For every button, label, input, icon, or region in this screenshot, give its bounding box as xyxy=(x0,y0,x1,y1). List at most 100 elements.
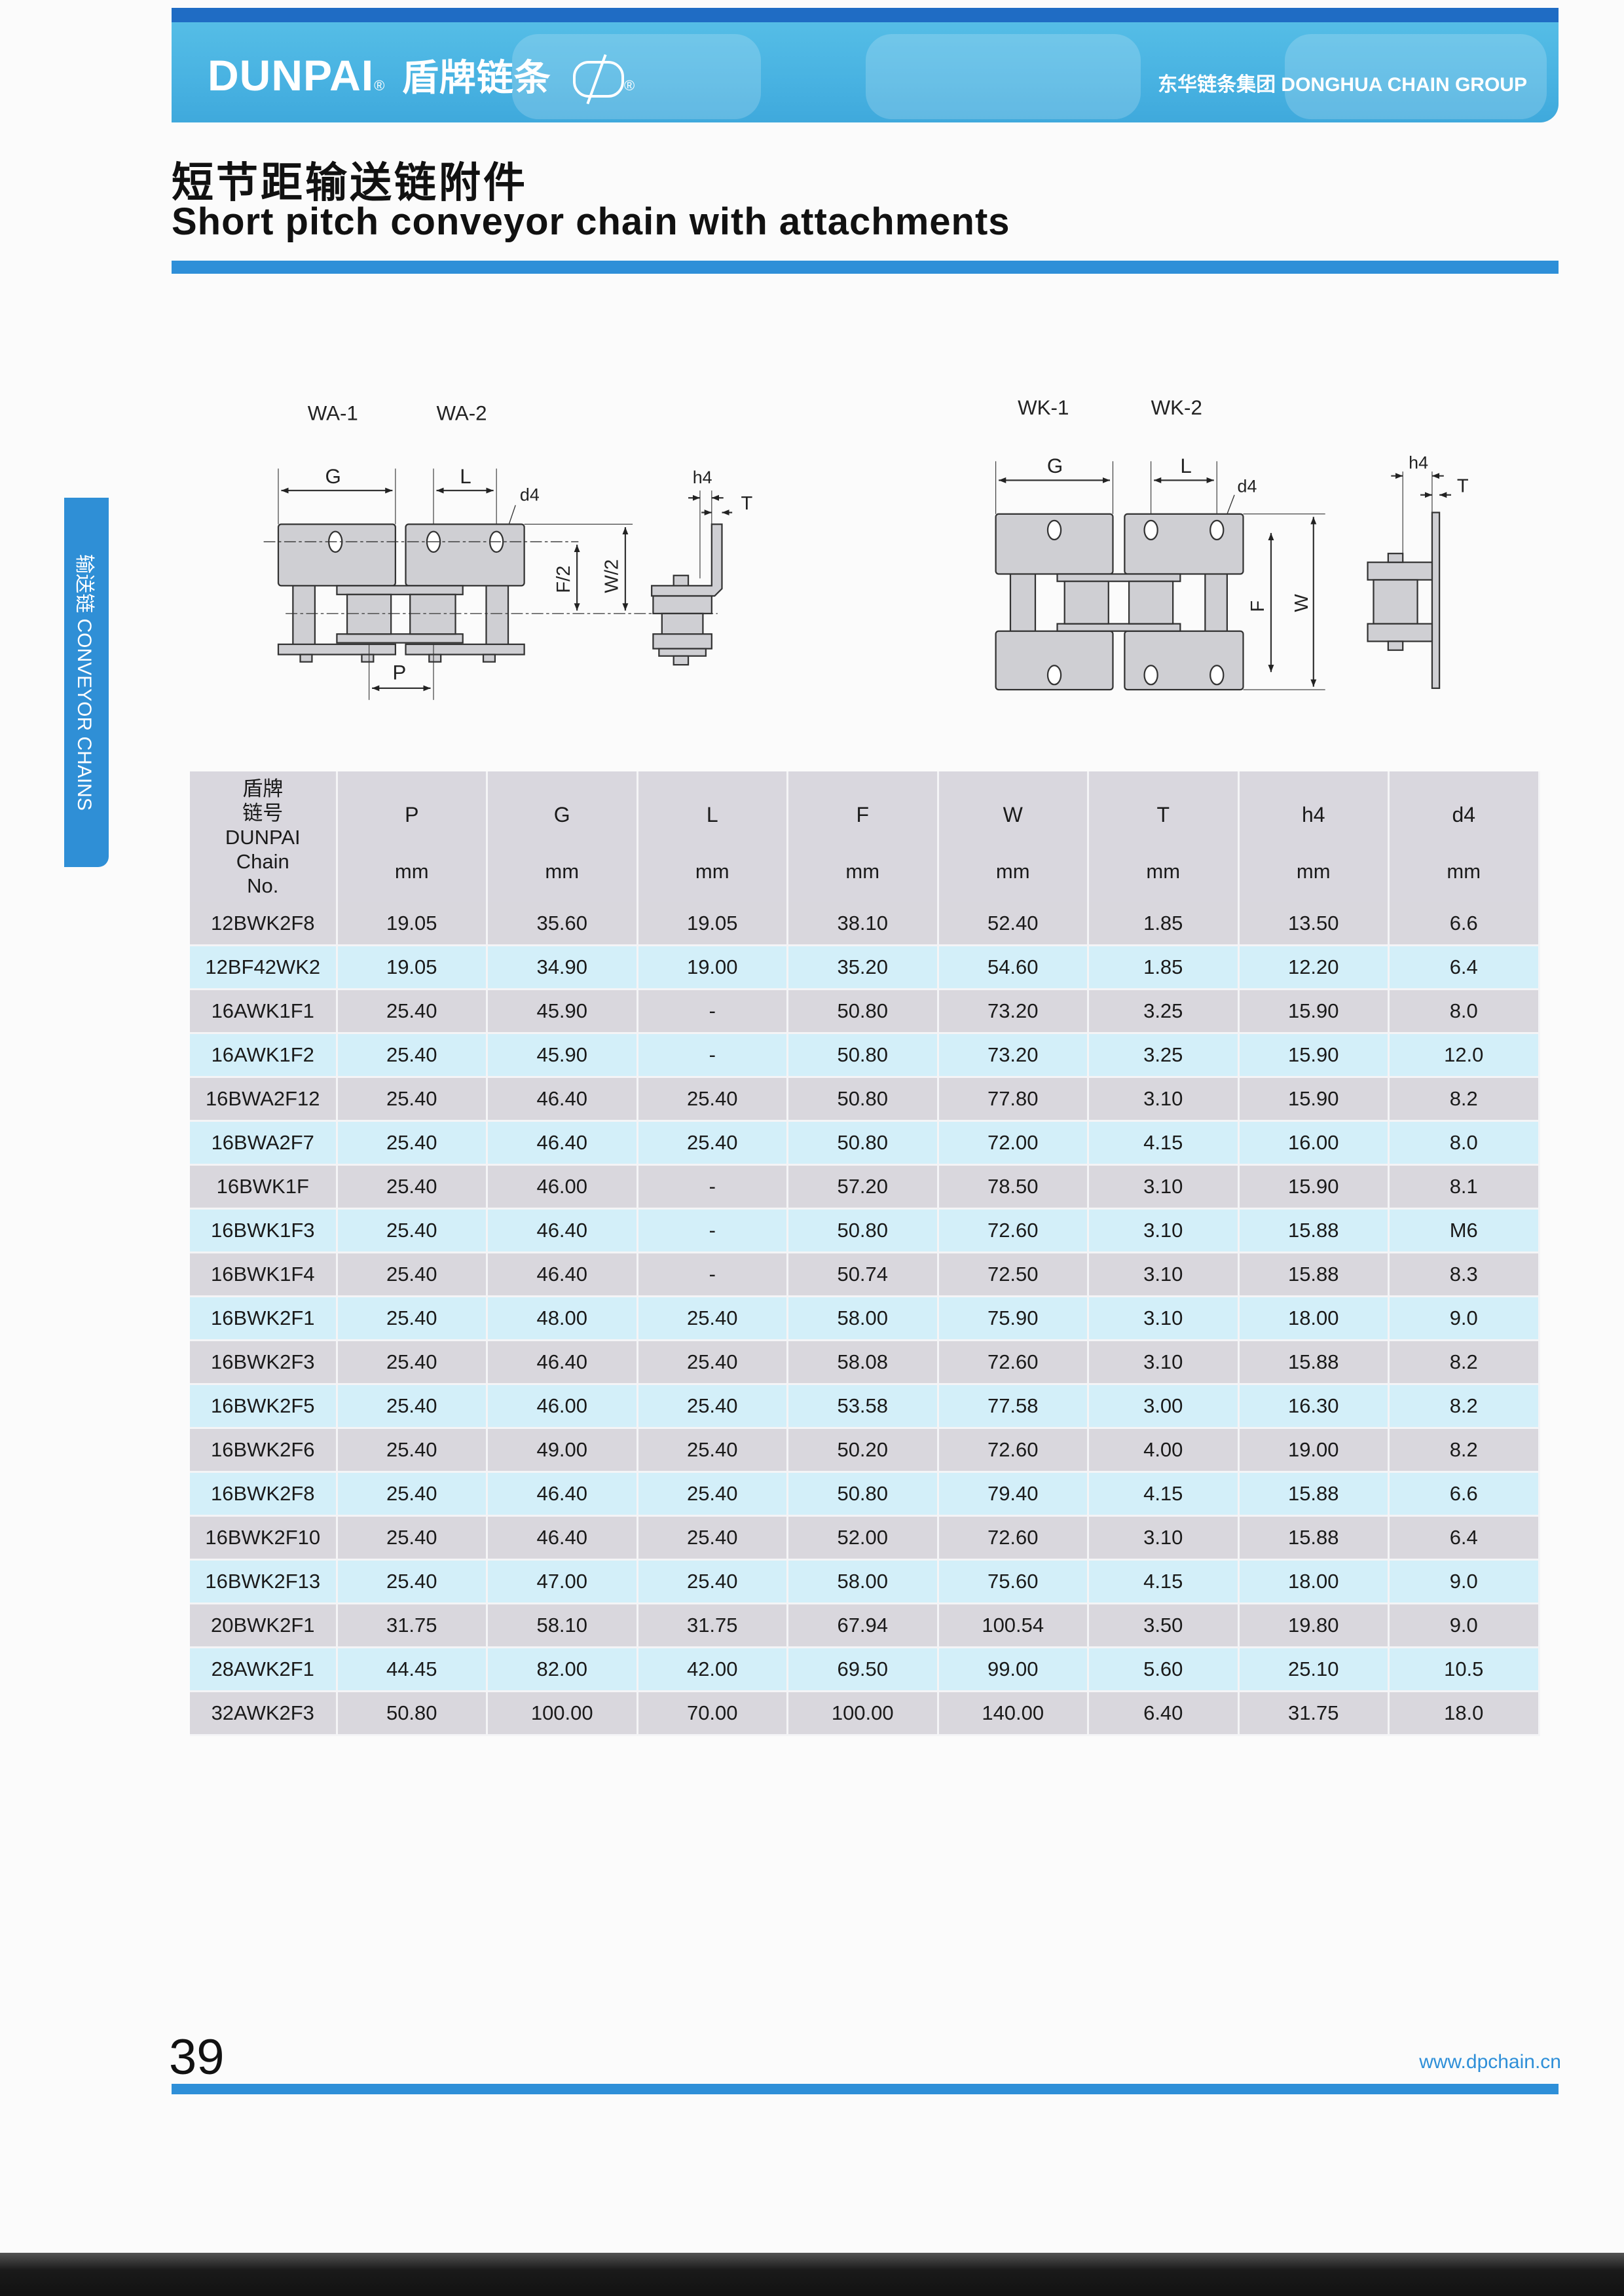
value-cell: 6.4 xyxy=(1388,945,1540,990)
label-h4: h4 xyxy=(1409,453,1428,473)
value-cell: 15.88 xyxy=(1238,1472,1390,1517)
value-cell: 72.50 xyxy=(938,1252,1089,1297)
value-cell: 25.40 xyxy=(337,989,488,1034)
chain-number-cell: 12BWK2F8 xyxy=(190,902,338,946)
chain-number-cell: 16BWA2F7 xyxy=(190,1120,338,1166)
column-symbol: h4 xyxy=(1301,803,1325,826)
value-cell: 25.40 xyxy=(337,1340,488,1385)
website-link[interactable]: www.dpchain.cn xyxy=(1419,2051,1561,2073)
value-cell: 19.05 xyxy=(637,902,788,946)
value-cell: 19.80 xyxy=(1238,1603,1390,1648)
value-cell: 50.80 xyxy=(787,1120,939,1166)
value-cell: 25.40 xyxy=(637,1120,788,1166)
value-cell: 10.5 xyxy=(1388,1647,1540,1692)
table-row: 16BWK2F6 25.40 49.00 25.40 50.20 72.60 4.00 19.… xyxy=(190,1428,1540,1473)
chain-number-cell: 16BWK1F4 xyxy=(190,1252,338,1297)
value-cell: 25.40 xyxy=(337,1472,488,1517)
value-cell: 4.00 xyxy=(1088,1428,1240,1473)
value-cell: 25.40 xyxy=(337,1515,488,1561)
value-cell: - xyxy=(637,1252,788,1297)
value-cell: 3.50 xyxy=(1088,1603,1240,1648)
column-unit: mm xyxy=(394,860,429,883)
brand-logo: DUNPAI® 盾牌链条 ® xyxy=(208,48,635,102)
page-title-en: Short pitch conveyor chain with attachme… xyxy=(172,200,1010,243)
chain-number-cell: 16BWK2F8 xyxy=(190,1472,338,1517)
straight-attachment-side xyxy=(1431,511,1441,690)
value-cell: 15.88 xyxy=(1238,1208,1390,1253)
value-cell: 45.90 xyxy=(487,989,638,1034)
value-cell: 70.00 xyxy=(637,1691,788,1736)
table-row: 16BWA2F12 25.40 46.40 25.40 50.80 77.80 3.10 15… xyxy=(190,1077,1540,1122)
value-cell: 9.0 xyxy=(1388,1296,1540,1341)
value-cell: 25.40 xyxy=(637,1296,788,1341)
chain-number-cell: 16BWK2F3 xyxy=(190,1340,338,1385)
label-d4: d4 xyxy=(520,485,540,505)
header-line: DUNPAI xyxy=(225,825,301,849)
value-cell: 19.00 xyxy=(1238,1428,1390,1473)
value-cell: 47.00 xyxy=(487,1559,638,1604)
chain-number-cell: 16BWK2F5 xyxy=(190,1384,338,1429)
header-banner: DUNPAI® 盾牌链条 ® 东华链条集团 DONGHUA CHAIN GROU… xyxy=(172,8,1559,122)
chain-number-cell: 16BWK2F1 xyxy=(190,1296,338,1341)
value-cell: 25.40 xyxy=(337,1428,488,1473)
value-cell: 18.0 xyxy=(1388,1691,1540,1736)
wk-attachment-diagram: WK-1 WK-2 G L d4 F W h4 T xyxy=(995,396,1469,691)
wa-attachment-diagram: WA-1 WA-2 G L d4 F/2 W/2 P h4 xyxy=(263,402,753,700)
value-cell: 15.88 xyxy=(1238,1340,1390,1385)
column-unit: mm xyxy=(1296,860,1331,883)
value-cell: 58.00 xyxy=(787,1559,939,1604)
value-cell: 12.20 xyxy=(1238,945,1390,990)
value-cell: 35.20 xyxy=(787,945,939,990)
value-cell: 25.40 xyxy=(337,1296,488,1341)
column-header: d4 mm xyxy=(1388,771,1540,902)
value-cell: 25.40 xyxy=(337,1559,488,1604)
value-cell: 54.60 xyxy=(938,945,1089,990)
value-cell: 1.85 xyxy=(1088,902,1240,946)
value-cell: 25.40 xyxy=(337,1033,488,1078)
column-unit: mm xyxy=(545,860,580,883)
table-row: 16BWK1F3 25.40 46.40-50.80 72.60 3.10 15.88 M6 xyxy=(190,1208,1540,1253)
banner-chain-image xyxy=(866,34,1141,119)
value-cell: 19.05 xyxy=(337,945,488,990)
value-cell: 50.80 xyxy=(787,1033,939,1078)
value-cell: 50.80 xyxy=(787,1208,939,1253)
value-cell: 72.60 xyxy=(938,1515,1089,1561)
value-cell: 9.0 xyxy=(1388,1559,1540,1604)
value-cell: 53.58 xyxy=(787,1384,939,1429)
value-cell: 35.60 xyxy=(487,902,638,946)
value-cell: 15.88 xyxy=(1238,1252,1390,1297)
label-wk-1: WK-1 xyxy=(1018,396,1069,419)
value-cell: 48.00 xyxy=(487,1296,638,1341)
value-cell: 46.40 xyxy=(487,1077,638,1122)
value-cell: 3.10 xyxy=(1088,1515,1240,1561)
label-t: T xyxy=(1457,475,1469,496)
page-title-cn: 短节距输送链附件 xyxy=(172,159,528,206)
value-cell: 25.40 xyxy=(637,1340,788,1385)
chain-number-cell: 12BF42WK2 xyxy=(190,945,338,990)
value-cell: 6.6 xyxy=(1388,902,1540,946)
value-cell: 34.90 xyxy=(487,945,638,990)
label-w: W xyxy=(1291,594,1312,612)
value-cell: 25.40 xyxy=(637,1472,788,1517)
value-cell: 25.40 xyxy=(637,1428,788,1473)
chain-number-cell: 16BWK2F10 xyxy=(190,1515,338,1561)
table-row: 16BWK2F10 25.40 46.40 25.40 52.00 72.60 3.10 15… xyxy=(190,1515,1540,1561)
table-row: 16AWK1F2 25.40 45.90-50.80 73.20 3.25 15.90 12… xyxy=(190,1033,1540,1078)
value-cell: 25.40 xyxy=(337,1077,488,1122)
column-symbol: L xyxy=(706,803,718,826)
label-wa-1: WA-1 xyxy=(308,402,358,425)
side-tab[interactable]: 输送链 CONVEYOR CHAINS xyxy=(64,498,109,867)
value-cell: 46.00 xyxy=(487,1164,638,1210)
value-cell: 52.00 xyxy=(787,1515,939,1561)
table-row: 32AWK2F3 50.80 100.00 70.00 100.00 140.00 6.40… xyxy=(190,1691,1540,1736)
column-header-chain-no: 盾牌 链号 DUNPAI Chain No. xyxy=(190,771,338,902)
value-cell: - xyxy=(637,1164,788,1210)
column-symbol: T xyxy=(1156,803,1170,826)
chain-number-cell: 20BWK2F1 xyxy=(190,1603,338,1648)
value-cell: 25.40 xyxy=(337,1208,488,1253)
header-line: 盾牌 xyxy=(242,777,284,800)
table-row: 16BWK2F1 25.40 48.00 25.40 58.00 75.90 3.10 18.… xyxy=(190,1296,1540,1341)
